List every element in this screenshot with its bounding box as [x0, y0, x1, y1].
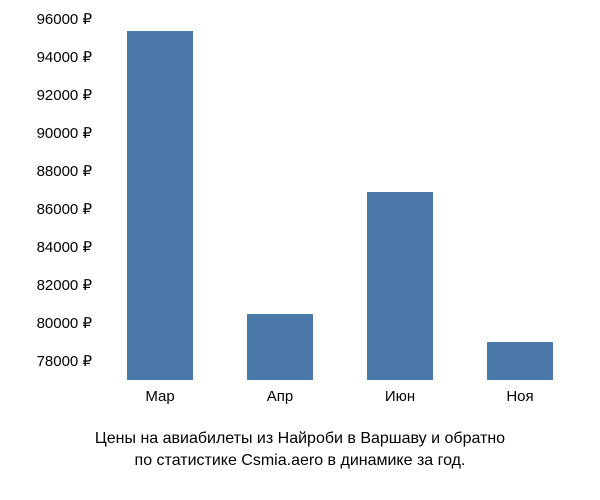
- plot-area: [100, 10, 580, 380]
- caption-line-1: Цены на авиабилеты из Найроби в Варшаву …: [0, 430, 600, 448]
- y-tick: 94000 ₽: [37, 48, 92, 66]
- x-tick: Мар: [145, 388, 174, 405]
- y-tick: 78000 ₽: [37, 352, 92, 370]
- y-tick: 90000 ₽: [37, 124, 92, 142]
- y-tick: 92000 ₽: [37, 86, 92, 104]
- y-tick: 86000 ₽: [37, 200, 92, 218]
- y-tick: 84000 ₽: [37, 238, 92, 256]
- x-tick: Апр: [267, 388, 293, 405]
- price-chart: 78000 ₽ 80000 ₽ 82000 ₽ 84000 ₽ 86000 ₽ 88000…: [0, 0, 600, 500]
- y-tick: 82000 ₽: [37, 276, 92, 294]
- y-tick: 80000 ₽: [37, 314, 92, 332]
- bar: [127, 31, 193, 380]
- x-tick: Ноя: [506, 388, 533, 405]
- caption-line-2: по статистике Csmia.aero в динамике за г…: [0, 452, 600, 470]
- x-tick: Июн: [385, 388, 415, 405]
- y-tick: 96000 ₽: [37, 10, 92, 28]
- bar: [247, 314, 313, 380]
- y-tick: 88000 ₽: [37, 162, 92, 180]
- bar: [367, 192, 433, 380]
- bar: [487, 342, 553, 380]
